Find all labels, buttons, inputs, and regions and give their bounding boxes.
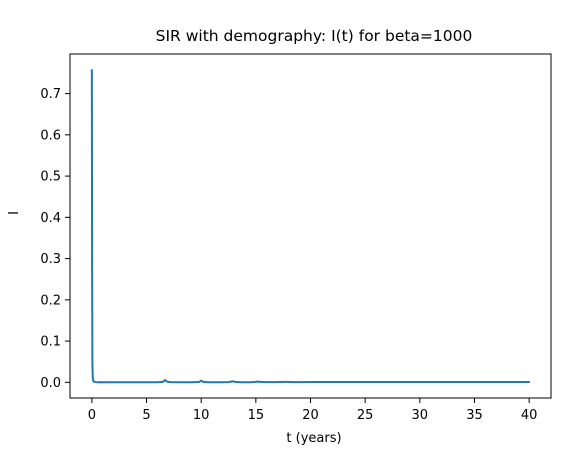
- x-tick-label: 40: [521, 408, 538, 423]
- x-tick-label: 25: [357, 408, 374, 423]
- y-tick-label: 0.0: [40, 376, 61, 391]
- x-tick-label: 15: [248, 408, 265, 423]
- series-line: [90, 69, 531, 384]
- y-tick-label: 0.3: [40, 252, 61, 267]
- x-tick-label: 5: [142, 408, 150, 423]
- x-tick-label: 30: [412, 408, 429, 423]
- y-tick-label: 0.5: [40, 170, 61, 185]
- x-tick-label: 35: [466, 408, 483, 423]
- x-axis-label: t (years): [286, 431, 341, 446]
- x-tick-label: 10: [193, 408, 210, 423]
- y-axis-label: I: [7, 211, 22, 215]
- y-tick-label: 0.1: [40, 335, 61, 350]
- x-axis-ticks: 0 5 10 15 20 25 30 35 40: [88, 398, 538, 423]
- y-axis-ticks: 0.0 0.1 0.2 0.3 0.4 0.5 0.6 0.7: [40, 87, 70, 391]
- plot-frame: [69, 53, 552, 399]
- y-tick-label: 0.7: [40, 87, 61, 102]
- chart-title: SIR with demography: I(t) for beta=1000: [156, 27, 473, 45]
- y-tick-label: 0.2: [40, 293, 61, 308]
- x-tick-label: 20: [302, 408, 319, 423]
- y-tick-label: 0.4: [40, 211, 61, 226]
- y-tick-label: 0.6: [40, 128, 61, 143]
- x-tick-label: 0: [88, 408, 96, 423]
